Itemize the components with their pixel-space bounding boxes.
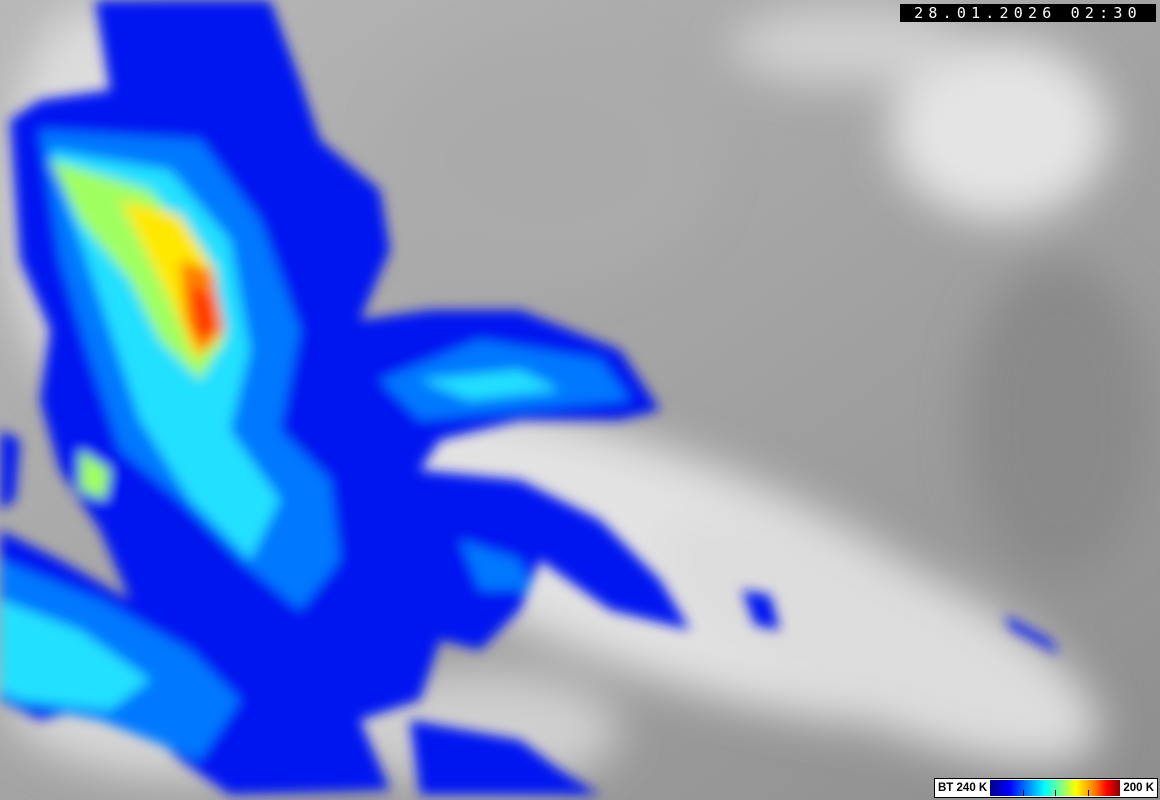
legend-min-label: BT 240 K xyxy=(938,782,988,794)
cold-region-east xyxy=(742,590,780,630)
legend-max-label: 200 K xyxy=(1123,782,1154,794)
legend-tick xyxy=(1022,790,1024,796)
legend-tick xyxy=(1087,790,1089,796)
timestamp-label: 28.01.2026 02:30 xyxy=(900,4,1156,22)
color-legend: BT 240 K 200 K xyxy=(934,778,1158,798)
cold-cloud-overlay xyxy=(0,0,1060,795)
cold-region-far-east xyxy=(1005,615,1060,655)
legend-tick xyxy=(1055,790,1057,796)
cold-region-lower xyxy=(410,720,600,795)
cold-region-left xyxy=(0,430,20,510)
legend-colorbar xyxy=(990,780,1121,796)
